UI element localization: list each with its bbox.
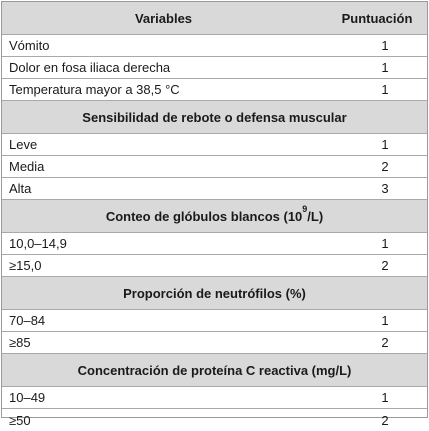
row-score: 2 (381, 258, 389, 273)
section-header-rebound: Sensibilidad de rebote o defensa muscula… (2, 101, 427, 134)
section-title: Conteo de glóbulos blancos (109/L) (105, 205, 324, 224)
row-label: Leve (9, 137, 38, 152)
row-label: 70–84 (9, 313, 46, 328)
table-row: Temperatura mayor a 38,5 °C 1 (2, 79, 427, 101)
row-label: ≥50 (9, 412, 31, 428)
row-score: 1 (381, 236, 389, 251)
section-header-crp: Concentración de proteína C reactiva (mg… (2, 354, 427, 387)
row-label: Alta (9, 181, 32, 196)
table-row: 10–49 1 (2, 387, 427, 409)
table-row: 70–84 1 (2, 310, 427, 332)
header-variables: Variables (134, 10, 193, 26)
row-score: 1 (381, 82, 389, 97)
section-title: Concentración de proteína C reactiva (mg… (77, 362, 352, 378)
section-title-prefix: Conteo de glóbulos blancos (10 (105, 208, 303, 224)
row-score: 1 (381, 38, 389, 53)
section-title: Sensibilidad de rebote o defensa muscula… (82, 109, 347, 125)
row-label: ≥85 (9, 335, 31, 350)
table-row: 10,0–14,9 1 (2, 233, 427, 255)
row-score: 2 (381, 335, 389, 350)
table-row: Leve 1 (2, 134, 427, 156)
section-title-superscript: 9 (302, 204, 308, 215)
row-score: 1 (381, 313, 389, 328)
row-score: 2 (381, 159, 389, 174)
section-header-white-cells: Conteo de glóbulos blancos (109/L) (2, 200, 427, 233)
row-score: 1 (381, 390, 389, 405)
header-score: Puntuación (341, 10, 413, 26)
row-label: Temperatura mayor a 38,5 °C (9, 82, 180, 97)
row-label: Dolor en fosa iliaca derecha (9, 60, 171, 75)
table-header-row: Variables Puntuación (2, 2, 427, 35)
row-label: Vómito (9, 38, 50, 53)
row-score: 2 (381, 412, 389, 428)
row-label: 10–49 (9, 390, 46, 405)
row-score: 1 (381, 60, 389, 75)
section-title-suffix: /L) (307, 208, 324, 224)
table-row: Dolor en fosa iliaca derecha 1 (2, 57, 427, 79)
section-title: Proporción de neutrófilos (%) (123, 285, 306, 301)
row-label: ≥15,0 (9, 258, 42, 273)
table-row: Media 2 (2, 156, 427, 178)
section-header-neutrophils: Proporción de neutrófilos (%) (2, 277, 427, 310)
table-row: ≥85 2 (2, 332, 427, 354)
row-label: 10,0–14,9 (9, 236, 67, 251)
table-row: Vómito 1 (2, 35, 427, 57)
row-label: Media (9, 159, 45, 174)
table-row: ≥15,0 2 (2, 255, 427, 277)
table-row: ≥50 2 (2, 409, 427, 431)
row-score: 1 (381, 137, 389, 152)
table-row: Alta 3 (2, 178, 427, 200)
row-score: 3 (381, 181, 389, 196)
